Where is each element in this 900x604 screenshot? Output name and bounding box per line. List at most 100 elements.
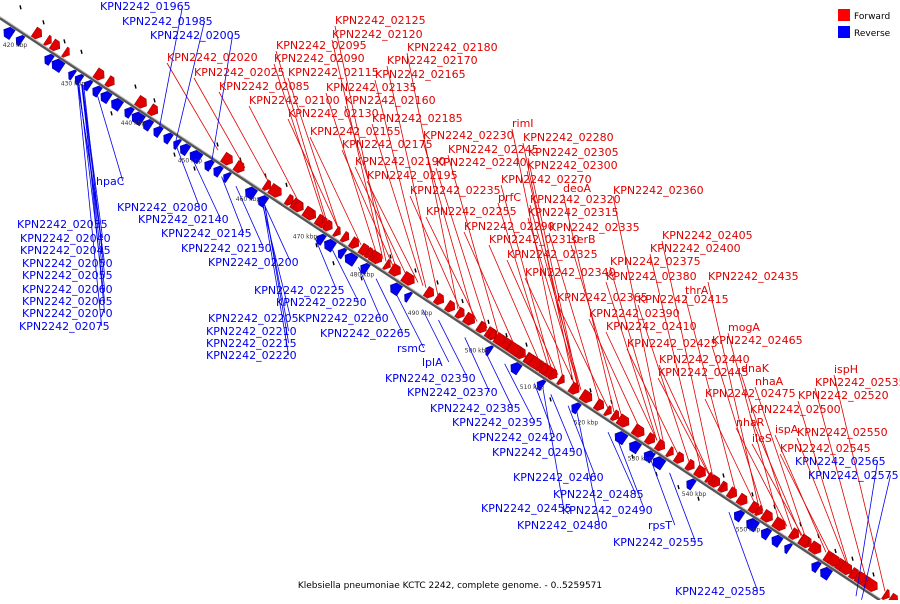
reverse-gene-label: KPN2242_02205	[208, 312, 299, 325]
scale-tick-label: 540 kbp	[682, 491, 707, 498]
small-feature-mark	[217, 143, 218, 147]
reverse-gene-label: KPN2242_02490	[562, 504, 653, 517]
forward-gene-label: KPN2242_02390	[589, 307, 680, 320]
reverse-gene-label: KPN2242_02455	[481, 502, 572, 515]
forward-gene-label: KPN2242_02230	[423, 129, 514, 142]
reverse-gene-label: KPN2242_02035	[17, 218, 108, 231]
forward-gene-label: KPN2242_02170	[387, 54, 478, 67]
reverse-label-leader	[439, 320, 468, 378]
legend: Forward Reverse	[838, 9, 891, 39]
forward-gene-label: KPN2242_02025	[194, 66, 285, 79]
small-feature-mark	[135, 85, 136, 89]
scale-tick-label: 520 kbp	[574, 420, 599, 427]
reverse-gene-label: hpaC	[96, 175, 125, 188]
forward-gene-label: KPN2242_02465	[712, 334, 803, 347]
forward-gene-label: KPN2242_02130	[288, 107, 379, 120]
forward-gene-label: KPN2242_02475	[705, 387, 796, 400]
forward-gene-label: KPN2242_02100	[249, 94, 340, 107]
small-feature-mark	[488, 320, 489, 324]
forward-gene-label: KPN2242_02125	[335, 14, 426, 27]
forward-gene-label: KPN2242_02255	[426, 205, 517, 218]
reverse-gene-label: KPN2242_02145	[161, 227, 252, 240]
forward-gene-label: KPN2242_02550	[797, 426, 888, 439]
reverse-gene-label: KPN2242_01985	[122, 15, 213, 28]
forward-gene-label: KPN2242_02235	[410, 184, 501, 197]
reverse-gene-label: KPN2242_02565	[795, 455, 886, 468]
reverse-gene-label: KPN2242_01965	[100, 0, 191, 13]
reverse-gene-label: KPN2242_02075	[19, 320, 110, 333]
small-feature-mark	[835, 549, 836, 553]
scale-tick-label: 510 kbp	[520, 384, 545, 391]
small-feature-mark	[174, 153, 175, 157]
forward-gene-label: KPN2242_02290	[464, 220, 555, 233]
forward-gene-label: KPN2242_02020	[167, 51, 258, 64]
reverse-gene-label: KPN2242_02140	[138, 213, 229, 226]
reverse-gene-label: KPN2242_02370	[407, 386, 498, 399]
legend-reverse-label: Reverse	[854, 29, 891, 39]
reverse-gene-label: KPN2242_02150	[181, 242, 272, 255]
forward-gene-label: prfC	[498, 191, 521, 204]
reverse-label-leader	[568, 406, 596, 477]
reverse-gene-label: KPN2242_02485	[553, 488, 644, 501]
reverse-label-leader	[423, 309, 449, 362]
legend-forward-label: Forward	[854, 12, 890, 22]
reverse-gene-label: KPN2242_02045	[20, 244, 111, 257]
forward-gene-label: KPN2242_02535	[815, 376, 900, 389]
forward-gene-label: KPN2242_02160	[345, 94, 436, 107]
scale-tick-label: 500 kbp	[465, 347, 490, 354]
forward-gene-label: KPN2242_02380	[606, 270, 697, 283]
reverse-gene-label: KPN2242_02450	[492, 446, 583, 459]
forward-gene-label: KPN2242_02340	[525, 266, 616, 279]
forward-gene-label: KPN2242_02400	[650, 242, 741, 255]
small-feature-mark	[678, 485, 679, 489]
reverse-gene-label: KPN2242_02555	[613, 536, 704, 549]
forward-gene-label: KPN2242_02155	[310, 125, 401, 138]
small-feature-mark	[550, 397, 551, 401]
reverse-gene-label: rsmC	[397, 342, 426, 355]
forward-gene-label: KPN2242_02360	[613, 184, 704, 197]
small-feature-mark	[81, 50, 82, 54]
small-feature-mark	[194, 167, 195, 171]
forward-gene-label: ispA	[775, 423, 799, 436]
small-feature-mark	[873, 572, 874, 576]
backbone-highlight	[0, 17, 880, 599]
forward-gene-label: KPN2242_02310	[489, 233, 580, 246]
reverse-gene-label: KPN2242_02070	[22, 307, 113, 320]
forward-gene-label: KPN2242_02185	[372, 112, 463, 125]
forward-gene-label: KPN2242_02095	[276, 39, 367, 52]
forward-gene-label: KPN2242_02165	[375, 68, 466, 81]
forward-gene-label: KPN2242_02500	[750, 403, 841, 416]
forward-gene-label: KPN2242_02115	[288, 66, 379, 79]
genome-backbone	[0, 18, 880, 600]
forward-gene-label: KPN2242_02320	[530, 193, 621, 206]
reverse-gene-label: KPN2242_02055	[22, 269, 113, 282]
forward-gene-label: KPN2242_02195	[367, 169, 458, 182]
reverse-gene-label: KPN2242_02220	[206, 349, 297, 362]
forward-gene-label: KPN2242_02245	[448, 143, 539, 156]
forward-gene-label: KPN2242_02405	[662, 229, 753, 242]
forward-gene-label: KPN2242_02175	[342, 138, 433, 151]
reverse-gene-label: KPN2242_02395	[452, 416, 543, 429]
forward-gene-label: KPN2242_02445	[658, 366, 749, 379]
reverse-gene-label: KPN2242_02420	[472, 431, 563, 444]
reverse-gene-label: KPN2242_02200	[208, 256, 299, 269]
scale-tick-label: 420 kbp	[3, 42, 28, 49]
small-feature-mark	[316, 243, 317, 247]
forward-gene-label: KPN2242_02305	[528, 146, 619, 159]
legend-forward-swatch	[838, 9, 850, 21]
labels-layer: KPN2242_02125KPN2242_02120KPN2242_02095K…	[17, 0, 900, 598]
reverse-gene	[781, 541, 792, 553]
forward-gene-label: KPN2242_02435	[708, 270, 799, 283]
reverse-gene-label: KPN2242_02005	[150, 29, 241, 42]
forward-gene-label: KPN2242_02415	[638, 293, 729, 306]
reverse-gene	[401, 290, 412, 302]
small-feature-mark	[20, 5, 21, 9]
small-feature-mark	[506, 333, 507, 337]
small-feature-mark	[752, 492, 753, 496]
forward-gene-label: KPN2242_02425	[627, 337, 718, 350]
forward-gene-label: KPN2242_02315	[528, 206, 619, 219]
legend-reverse-swatch	[838, 26, 850, 38]
